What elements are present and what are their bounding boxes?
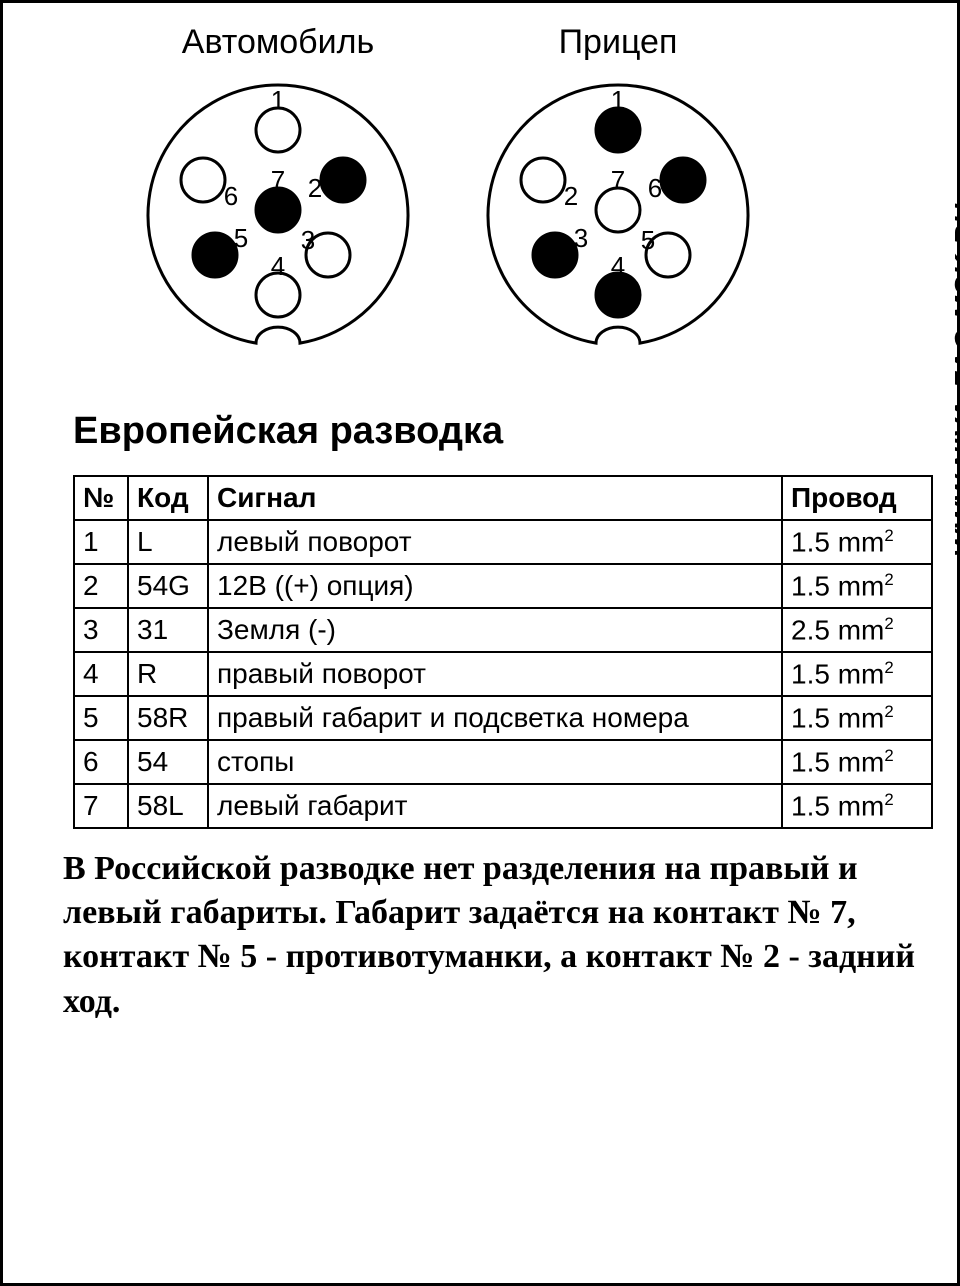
cell-wire: 1.5 mm2 bbox=[782, 784, 932, 828]
table-row: 254G12В ((+) опция)1.5 mm2 bbox=[74, 564, 932, 608]
th-code: Код bbox=[128, 476, 208, 520]
connector-trailer-svg: 1 2 345 67 bbox=[473, 70, 763, 360]
pinout-table: № Код Сигнал Провод 1Lлевый поворот1.5 m… bbox=[73, 475, 933, 829]
pin-label-5: 5 bbox=[234, 223, 248, 253]
table-row: 654стопы1.5 mm2 bbox=[74, 740, 932, 784]
pin-label-2: 2 bbox=[564, 181, 578, 211]
cell-num: 5 bbox=[74, 696, 128, 740]
cell-num: 1 bbox=[74, 520, 128, 564]
table-row: 558Rправый габарит и подсветка номера1.5… bbox=[74, 696, 932, 740]
pin-label-6: 6 bbox=[224, 181, 238, 211]
cell-code: 54G bbox=[128, 564, 208, 608]
cell-signal: Земля (-) bbox=[208, 608, 782, 652]
cell-wire: 1.5 mm2 bbox=[782, 520, 932, 564]
cell-signal: стопы bbox=[208, 740, 782, 784]
table-row: 4Rправый поворот1.5 mm2 bbox=[74, 652, 932, 696]
cell-wire: 1.5 mm2 bbox=[782, 564, 932, 608]
th-wire: Провод bbox=[782, 476, 932, 520]
pin-2 bbox=[521, 158, 565, 202]
pin-6 bbox=[661, 158, 705, 202]
pin-label-4: 4 bbox=[611, 251, 625, 281]
source-url: WWW.NIVA-FAQ.MSK.RU bbox=[949, 203, 960, 557]
cell-wire: 1.5 mm2 bbox=[782, 696, 932, 740]
pin-3 bbox=[533, 233, 577, 277]
cell-wire: 2.5 mm2 bbox=[782, 608, 932, 652]
pin-label-7: 7 bbox=[611, 165, 625, 195]
pin-label-7: 7 bbox=[271, 165, 285, 195]
cell-code: R bbox=[128, 652, 208, 696]
cell-code: 58R bbox=[128, 696, 208, 740]
table-row: 331Земля (-)2.5 mm2 bbox=[74, 608, 932, 652]
pin-6 bbox=[181, 158, 225, 202]
pin-5 bbox=[193, 233, 237, 277]
cell-wire: 1.5 mm2 bbox=[782, 740, 932, 784]
cell-num: 4 bbox=[74, 652, 128, 696]
pin-label-6: 6 bbox=[648, 173, 662, 203]
th-num: № bbox=[74, 476, 128, 520]
cell-code: 31 bbox=[128, 608, 208, 652]
th-signal: Сигнал bbox=[208, 476, 782, 520]
connector-car: Автомобиль 1 2 345 6 7 bbox=[133, 23, 423, 360]
pin-label-3: 3 bbox=[574, 223, 588, 253]
cell-num: 3 bbox=[74, 608, 128, 652]
table-row: 758Lлевый габарит1.5 mm2 bbox=[74, 784, 932, 828]
pin-label-5: 5 bbox=[641, 225, 655, 255]
section-title: Европейская разводка bbox=[73, 410, 917, 453]
cell-signal: правый поворот bbox=[208, 652, 782, 696]
cell-signal: левый габарит bbox=[208, 784, 782, 828]
pin-label-3: 3 bbox=[301, 225, 315, 255]
cell-code: 58L bbox=[128, 784, 208, 828]
table-header-row: № Код Сигнал Провод bbox=[74, 476, 932, 520]
pin-label-2: 2 bbox=[308, 173, 322, 203]
cell-num: 2 bbox=[74, 564, 128, 608]
pin-label-4: 4 bbox=[271, 251, 285, 281]
table-row: 1Lлевый поворот1.5 mm2 bbox=[74, 520, 932, 564]
pin-2 bbox=[321, 158, 365, 202]
connector-car-label: Автомобиль bbox=[182, 23, 374, 62]
connector-trailer: Прицеп 1 2 345 67 bbox=[473, 23, 763, 360]
connector-trailer-label: Прицеп bbox=[559, 23, 678, 62]
cell-num: 6 bbox=[74, 740, 128, 784]
cell-num: 7 bbox=[74, 784, 128, 828]
pin-label-1: 1 bbox=[271, 85, 285, 115]
connector-car-svg: 1 2 345 6 7 bbox=[133, 70, 423, 360]
cell-wire: 1.5 mm2 bbox=[782, 652, 932, 696]
cell-signal: правый габарит и подсветка номера bbox=[208, 696, 782, 740]
footnote: В Российской разводке нет разделения на … bbox=[63, 847, 917, 1024]
cell-signal: 12В ((+) опция) bbox=[208, 564, 782, 608]
cell-code: 54 bbox=[128, 740, 208, 784]
cell-signal: левый поворот bbox=[208, 520, 782, 564]
cell-code: L bbox=[128, 520, 208, 564]
connector-diagrams: Автомобиль 1234567 Прицеп 1234567 bbox=[133, 23, 917, 360]
pin-label-1: 1 bbox=[611, 85, 625, 115]
